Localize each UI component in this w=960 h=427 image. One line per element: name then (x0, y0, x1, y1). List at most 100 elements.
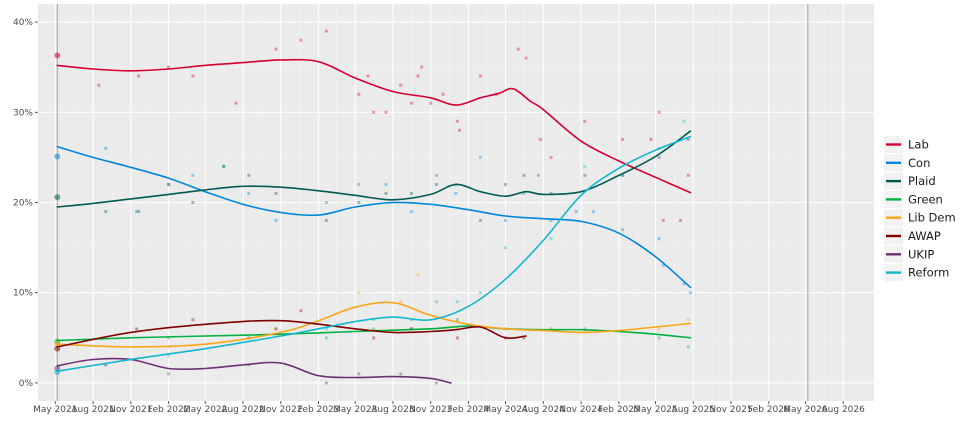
x-tick-label: Feb 2025 (598, 405, 640, 415)
legend: Lab Con Plaid Green Lib Dem AWAP UKIP Reform (884, 136, 956, 282)
x-tick-label: May 2025 (633, 405, 677, 415)
poll-point (657, 155, 661, 159)
poll-point (621, 137, 625, 141)
poll-point (686, 173, 690, 177)
poll-point (274, 219, 278, 223)
legend-label: Lab (908, 138, 929, 152)
poll-point (274, 191, 278, 195)
poll-point (372, 327, 376, 331)
poll-point (416, 74, 420, 78)
poll-point (522, 173, 526, 177)
poll-point (409, 210, 413, 214)
x-tick-label: May 2023 (333, 405, 377, 415)
poll-point (357, 372, 361, 376)
poll-point (478, 219, 482, 223)
series-line-ukip (56, 357, 452, 384)
poll-point (97, 83, 101, 87)
poll-point (274, 47, 278, 51)
x-tick-label: Nov 2023 (409, 405, 452, 415)
y-tick-label: 40% (13, 18, 33, 28)
poll-point (455, 300, 459, 304)
y-tick-label: 10% (13, 289, 33, 299)
poll-point (372, 336, 376, 340)
trend-lines (56, 58, 692, 384)
poll-point (399, 300, 403, 304)
poll-point (504, 182, 508, 186)
poll-point (137, 210, 141, 214)
poll-point (661, 219, 665, 223)
poll-point (504, 219, 508, 223)
reference-lines (56, 4, 809, 401)
x-tick-label: May 2021 (33, 405, 77, 415)
x-tick-label: Feb 2023 (298, 405, 340, 415)
poll-point (434, 182, 438, 186)
poll-point (324, 29, 328, 33)
legend-label: Con (908, 156, 930, 170)
legend-label: Plaid (908, 174, 936, 188)
poll-point (191, 318, 195, 322)
series-line-lab (56, 58, 692, 194)
poll-point (416, 273, 420, 277)
poll-point (324, 336, 328, 340)
poll-points (54, 29, 692, 385)
poll-point (434, 300, 438, 304)
x-tick-label: Feb 2024 (448, 405, 490, 415)
poll-point (54, 194, 61, 201)
poll-point (399, 372, 403, 376)
series-line-green (56, 325, 692, 342)
poll-point (441, 92, 445, 96)
legend-label: UKIP (908, 247, 934, 261)
series-line-lib-dem (56, 301, 692, 348)
poll-point (324, 381, 328, 385)
poll-point (357, 182, 361, 186)
poll-point (549, 237, 553, 241)
poll-point (455, 119, 459, 123)
poll-point (234, 101, 238, 105)
poll-point (135, 210, 139, 214)
y-tick-label: 30% (13, 108, 33, 118)
poll-point (455, 318, 459, 322)
poll-point (274, 327, 278, 331)
y-tick-label: 0% (19, 379, 34, 389)
poll-point (688, 291, 692, 295)
poll-point (504, 246, 508, 250)
poll-point (591, 210, 595, 214)
series-line-awap (56, 319, 527, 348)
legend-label: Green (908, 192, 943, 206)
poll-point (54, 369, 61, 376)
poll-point (455, 336, 459, 340)
poll-point (384, 182, 388, 186)
poll-point (478, 155, 482, 159)
poll-point (454, 191, 458, 195)
poll-point (135, 327, 139, 331)
poll-point (686, 318, 690, 322)
poll-point (366, 74, 370, 78)
poll-point (104, 210, 108, 214)
poll-point (583, 173, 587, 177)
legend-label: Reform (908, 266, 949, 280)
poll-point (167, 354, 171, 358)
poll-point (222, 164, 226, 168)
legend-label: AWAP (908, 229, 941, 243)
x-tick-label: Aug 2021 (71, 405, 114, 415)
poll-point (538, 137, 542, 141)
poll-point (686, 137, 690, 141)
y-tick-label: 20% (13, 199, 33, 209)
poll-point (384, 110, 388, 114)
poll-point (137, 74, 141, 78)
poll-point (657, 110, 661, 114)
poll-point (583, 164, 587, 168)
x-tick-label: Feb 2022 (148, 405, 190, 415)
poll-point (54, 153, 61, 160)
poll-point (657, 327, 661, 331)
series-line-con (56, 145, 692, 289)
poll-point (657, 237, 661, 241)
poll-point (54, 52, 61, 59)
y-axis: 0% 10% 20% 30% 40% (13, 18, 38, 389)
poll-point (299, 309, 303, 313)
x-tick-label: May 2024 (483, 405, 528, 415)
poll-point (167, 182, 171, 186)
poll-point (549, 155, 553, 159)
x-tick-label: Aug 2024 (522, 405, 566, 415)
x-tick-label: Nov 2025 (709, 405, 752, 415)
